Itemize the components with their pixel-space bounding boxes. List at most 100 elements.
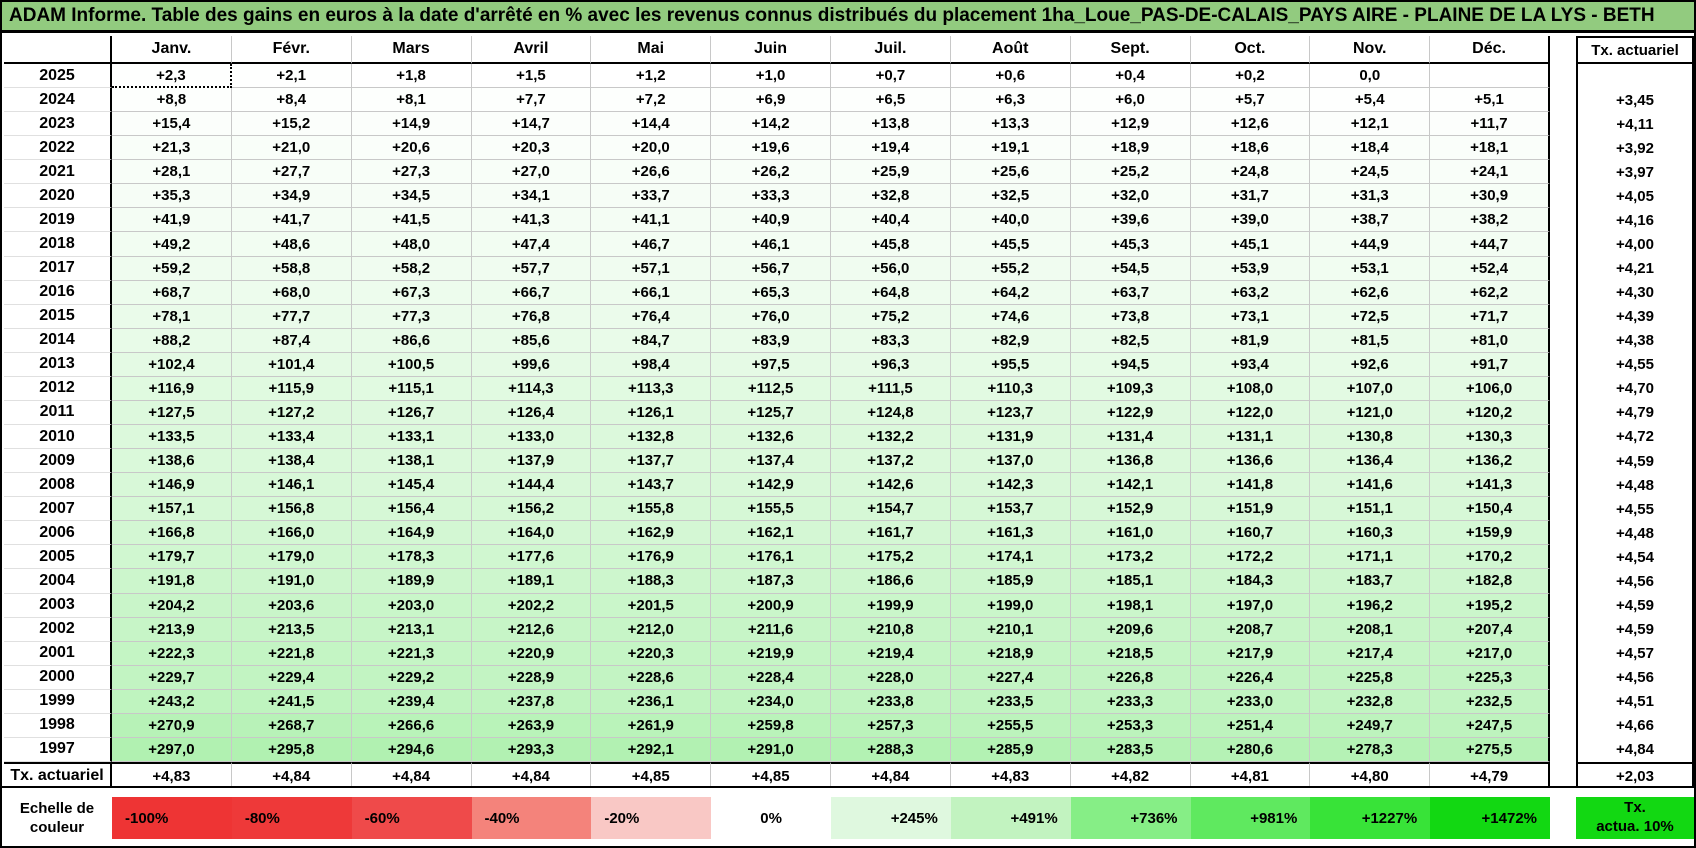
- footer-cell[interactable]: +4,83: [112, 762, 232, 790]
- table-cell[interactable]: 0,0: [1310, 64, 1431, 89]
- table-cell[interactable]: +173,2: [1070, 545, 1191, 570]
- table-cell[interactable]: +156,4: [351, 497, 472, 522]
- table-cell[interactable]: +18,1: [1430, 136, 1550, 161]
- table-cell[interactable]: +14,7: [471, 112, 592, 137]
- year-row-header[interactable]: 2002: [4, 617, 112, 642]
- table-cell[interactable]: +73,8: [1070, 304, 1191, 329]
- table-cell[interactable]: +98,4: [591, 352, 712, 377]
- table-cell[interactable]: +26,6: [591, 160, 712, 185]
- table-cell[interactable]: +213,5: [231, 617, 352, 642]
- table-cell[interactable]: +84,7: [591, 328, 712, 353]
- table-cell[interactable]: +92,6: [1310, 352, 1431, 377]
- table-cell[interactable]: +164,0: [471, 521, 592, 546]
- table-cell[interactable]: +142,9: [711, 473, 831, 498]
- table-cell[interactable]: +209,6: [1070, 617, 1191, 642]
- table-cell[interactable]: +288,3: [831, 737, 951, 762]
- table-cell[interactable]: +40,9: [711, 208, 831, 233]
- table-cell[interactable]: +106,0: [1430, 376, 1550, 401]
- table-cell[interactable]: +186,6: [831, 569, 951, 594]
- tx-actuariel-value[interactable]: +4,54: [1616, 548, 1654, 566]
- table-cell[interactable]: +2,1: [231, 64, 352, 89]
- tx-actuariel-value[interactable]: +4,56: [1616, 669, 1654, 687]
- tx-actuariel-value[interactable]: +4,57: [1616, 645, 1654, 663]
- table-cell[interactable]: +137,0: [950, 449, 1071, 474]
- tx-actuariel-value[interactable]: +4,66: [1616, 717, 1654, 735]
- tx-actuariel-value[interactable]: +3,45: [1616, 91, 1654, 109]
- table-cell[interactable]: +82,5: [1070, 328, 1191, 353]
- table-cell[interactable]: +133,5: [112, 425, 232, 450]
- legend-cell[interactable]: -40%: [471, 797, 592, 839]
- month-header[interactable]: Mars: [351, 36, 472, 64]
- table-cell[interactable]: +72,5: [1310, 304, 1431, 329]
- table-cell[interactable]: +133,1: [351, 425, 472, 450]
- table-cell[interactable]: +78,1: [112, 304, 232, 329]
- table-cell[interactable]: +136,6: [1190, 449, 1311, 474]
- year-row-header[interactable]: 2003: [4, 593, 112, 618]
- table-cell[interactable]: +1,0: [711, 64, 831, 89]
- legend-cell[interactable]: -80%: [231, 797, 352, 839]
- year-row-header[interactable]: 2012: [4, 376, 112, 401]
- footer-cell[interactable]: +4,84: [231, 762, 352, 790]
- month-header[interactable]: Oct.: [1190, 36, 1311, 64]
- table-cell[interactable]: +142,1: [1070, 473, 1191, 498]
- table-cell[interactable]: +34,1: [471, 184, 592, 209]
- table-cell[interactable]: +189,9: [351, 569, 472, 594]
- year-row-header[interactable]: 2022: [4, 136, 112, 161]
- table-cell[interactable]: +229,2: [351, 665, 472, 690]
- legend-cell[interactable]: 0%: [711, 797, 831, 839]
- table-cell[interactable]: +21,3: [112, 136, 232, 161]
- table-cell[interactable]: +64,8: [831, 280, 951, 305]
- table-cell[interactable]: +126,4: [471, 400, 592, 426]
- month-header[interactable]: Déc.: [1430, 36, 1550, 64]
- table-cell[interactable]: +34,5: [351, 184, 472, 209]
- table-cell[interactable]: +226,4: [1190, 665, 1311, 690]
- table-cell[interactable]: +120,2: [1430, 400, 1550, 426]
- table-cell[interactable]: +58,8: [231, 256, 352, 281]
- table-cell[interactable]: +33,7: [591, 184, 712, 209]
- table-cell[interactable]: +5,1: [1430, 88, 1550, 113]
- title-bar[interactable]: ADAM Informe. Table des gains en euros à…: [2, 2, 1694, 33]
- table-cell[interactable]: +27,7: [231, 160, 352, 185]
- table-cell[interactable]: +185,1: [1070, 569, 1191, 594]
- table-cell[interactable]: +46,7: [591, 232, 712, 257]
- table-cell[interactable]: +142,3: [950, 473, 1071, 498]
- table-cell[interactable]: +68,7: [112, 280, 232, 305]
- table-cell[interactable]: +99,6: [471, 352, 592, 377]
- table-cell[interactable]: +229,4: [231, 665, 352, 690]
- table-cell[interactable]: +170,2: [1430, 545, 1550, 570]
- month-header[interactable]: Août: [950, 36, 1071, 64]
- year-row-header[interactable]: 2008: [4, 473, 112, 498]
- table-cell[interactable]: +41,3: [471, 208, 592, 233]
- table-cell[interactable]: +225,8: [1310, 665, 1431, 690]
- table-cell[interactable]: +12,9: [1070, 112, 1191, 137]
- table-cell[interactable]: +292,1: [591, 737, 712, 762]
- table-cell[interactable]: +233,0: [1190, 689, 1311, 714]
- table-cell[interactable]: +38,2: [1430, 208, 1550, 233]
- legend-cell[interactable]: +245%: [831, 797, 951, 839]
- table-cell[interactable]: +14,9: [351, 112, 472, 137]
- table-cell[interactable]: +251,4: [1190, 713, 1311, 738]
- table-cell[interactable]: +63,7: [1070, 280, 1191, 305]
- year-row-header[interactable]: 2007: [4, 497, 112, 522]
- table-cell[interactable]: +280,6: [1190, 737, 1311, 762]
- table-cell[interactable]: +44,9: [1310, 232, 1431, 257]
- table-cell[interactable]: +217,0: [1430, 641, 1550, 666]
- table-cell[interactable]: +198,1: [1070, 593, 1191, 618]
- table-cell[interactable]: +225,3: [1430, 665, 1550, 690]
- table-cell[interactable]: +27,0: [471, 160, 592, 185]
- table-cell[interactable]: +222,3: [112, 641, 232, 666]
- table-cell[interactable]: +156,2: [471, 497, 592, 522]
- table-cell[interactable]: +112,5: [711, 376, 831, 401]
- month-header[interactable]: Avril: [471, 36, 592, 64]
- table-cell[interactable]: +203,6: [231, 593, 352, 618]
- table-cell[interactable]: +275,5: [1430, 737, 1550, 762]
- table-cell[interactable]: +294,6: [351, 737, 472, 762]
- year-row-header[interactable]: 2013: [4, 352, 112, 377]
- table-cell[interactable]: +39,0: [1190, 208, 1311, 233]
- table-cell[interactable]: +66,7: [471, 280, 592, 305]
- table-cell[interactable]: +131,4: [1070, 425, 1191, 450]
- table-cell[interactable]: +32,0: [1070, 184, 1191, 209]
- table-cell[interactable]: +183,7: [1310, 569, 1431, 594]
- table-cell[interactable]: +81,9: [1190, 328, 1311, 353]
- table-cell[interactable]: +6,5: [831, 88, 951, 113]
